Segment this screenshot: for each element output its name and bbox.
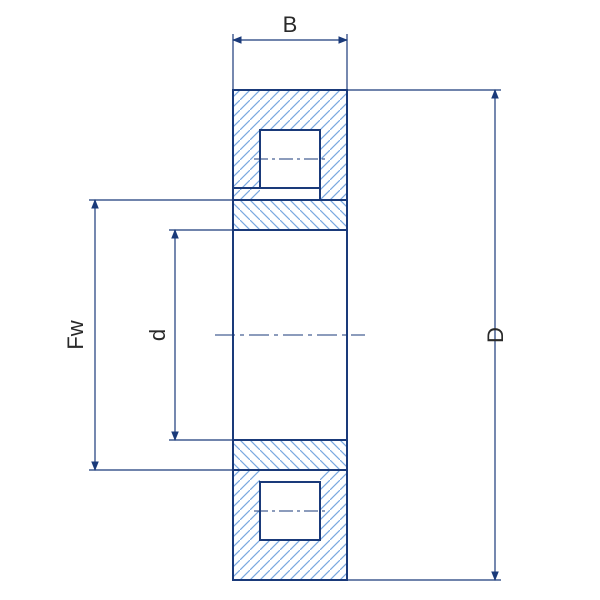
label-Fw: Fw [63, 320, 88, 349]
label-B: B [283, 12, 298, 37]
bearing-cross-section [215, 90, 365, 580]
label-d: d [145, 329, 170, 341]
label-D: D [483, 327, 508, 343]
